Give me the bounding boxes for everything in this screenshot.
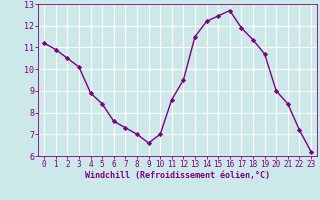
X-axis label: Windchill (Refroidissement éolien,°C): Windchill (Refroidissement éolien,°C) [85,171,270,180]
